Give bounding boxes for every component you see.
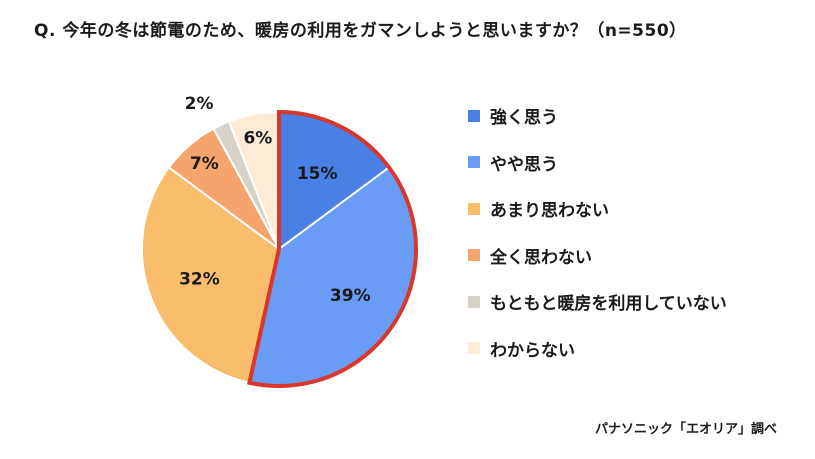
chart-legend: 強く思うやや思うあまり思わない 全く思わないもともと暖房を利用していない わからない (468, 104, 727, 383)
legend-label-0: 強く思う (490, 108, 558, 128)
highlight-outline (247, 109, 418, 388)
data-label-4: 2% (185, 94, 214, 114)
legend-label-1: やや思う (490, 154, 558, 175)
data-label-2: 32% (179, 270, 220, 290)
legend-item-1: やや思う (468, 151, 727, 175)
legend-label-4: もともと暖房を利用していない (490, 294, 727, 314)
legend-label-2: あまり思わない (490, 201, 609, 221)
data-label-0: 15% (297, 164, 338, 184)
pie-slice-2 (141, 166, 281, 384)
legend-item-4: もともと暖房を利用していない (468, 290, 727, 314)
source-note: パナソニック「エオリア」調べ (594, 422, 777, 437)
data-label-1: 39% (330, 286, 371, 306)
legend-swatch-4 (468, 295, 480, 308)
legend-swatch-2 (468, 202, 480, 215)
legend-item-5: わからない (468, 337, 727, 361)
legend-swatch-1 (468, 156, 480, 168)
legend-item-3: 全く思わない (468, 244, 727, 268)
legend-swatch-5 (468, 342, 480, 354)
legend-item-0: 強く思う (468, 104, 727, 128)
legend-item-2: あまり思わない (468, 197, 727, 221)
legend-swatch-0 (468, 109, 480, 122)
legend-label-3: 全く思わない (490, 247, 592, 268)
legend-label-5: わからない (490, 340, 575, 361)
chart-title: Q. 今年の冬は節電のため、暖房の利用をガマンしようと思いますか？（n=550） (34, 21, 687, 41)
data-label-3: 7% (190, 154, 219, 174)
data-label-5: 6% (243, 128, 272, 148)
legend-swatch-3 (468, 249, 480, 261)
